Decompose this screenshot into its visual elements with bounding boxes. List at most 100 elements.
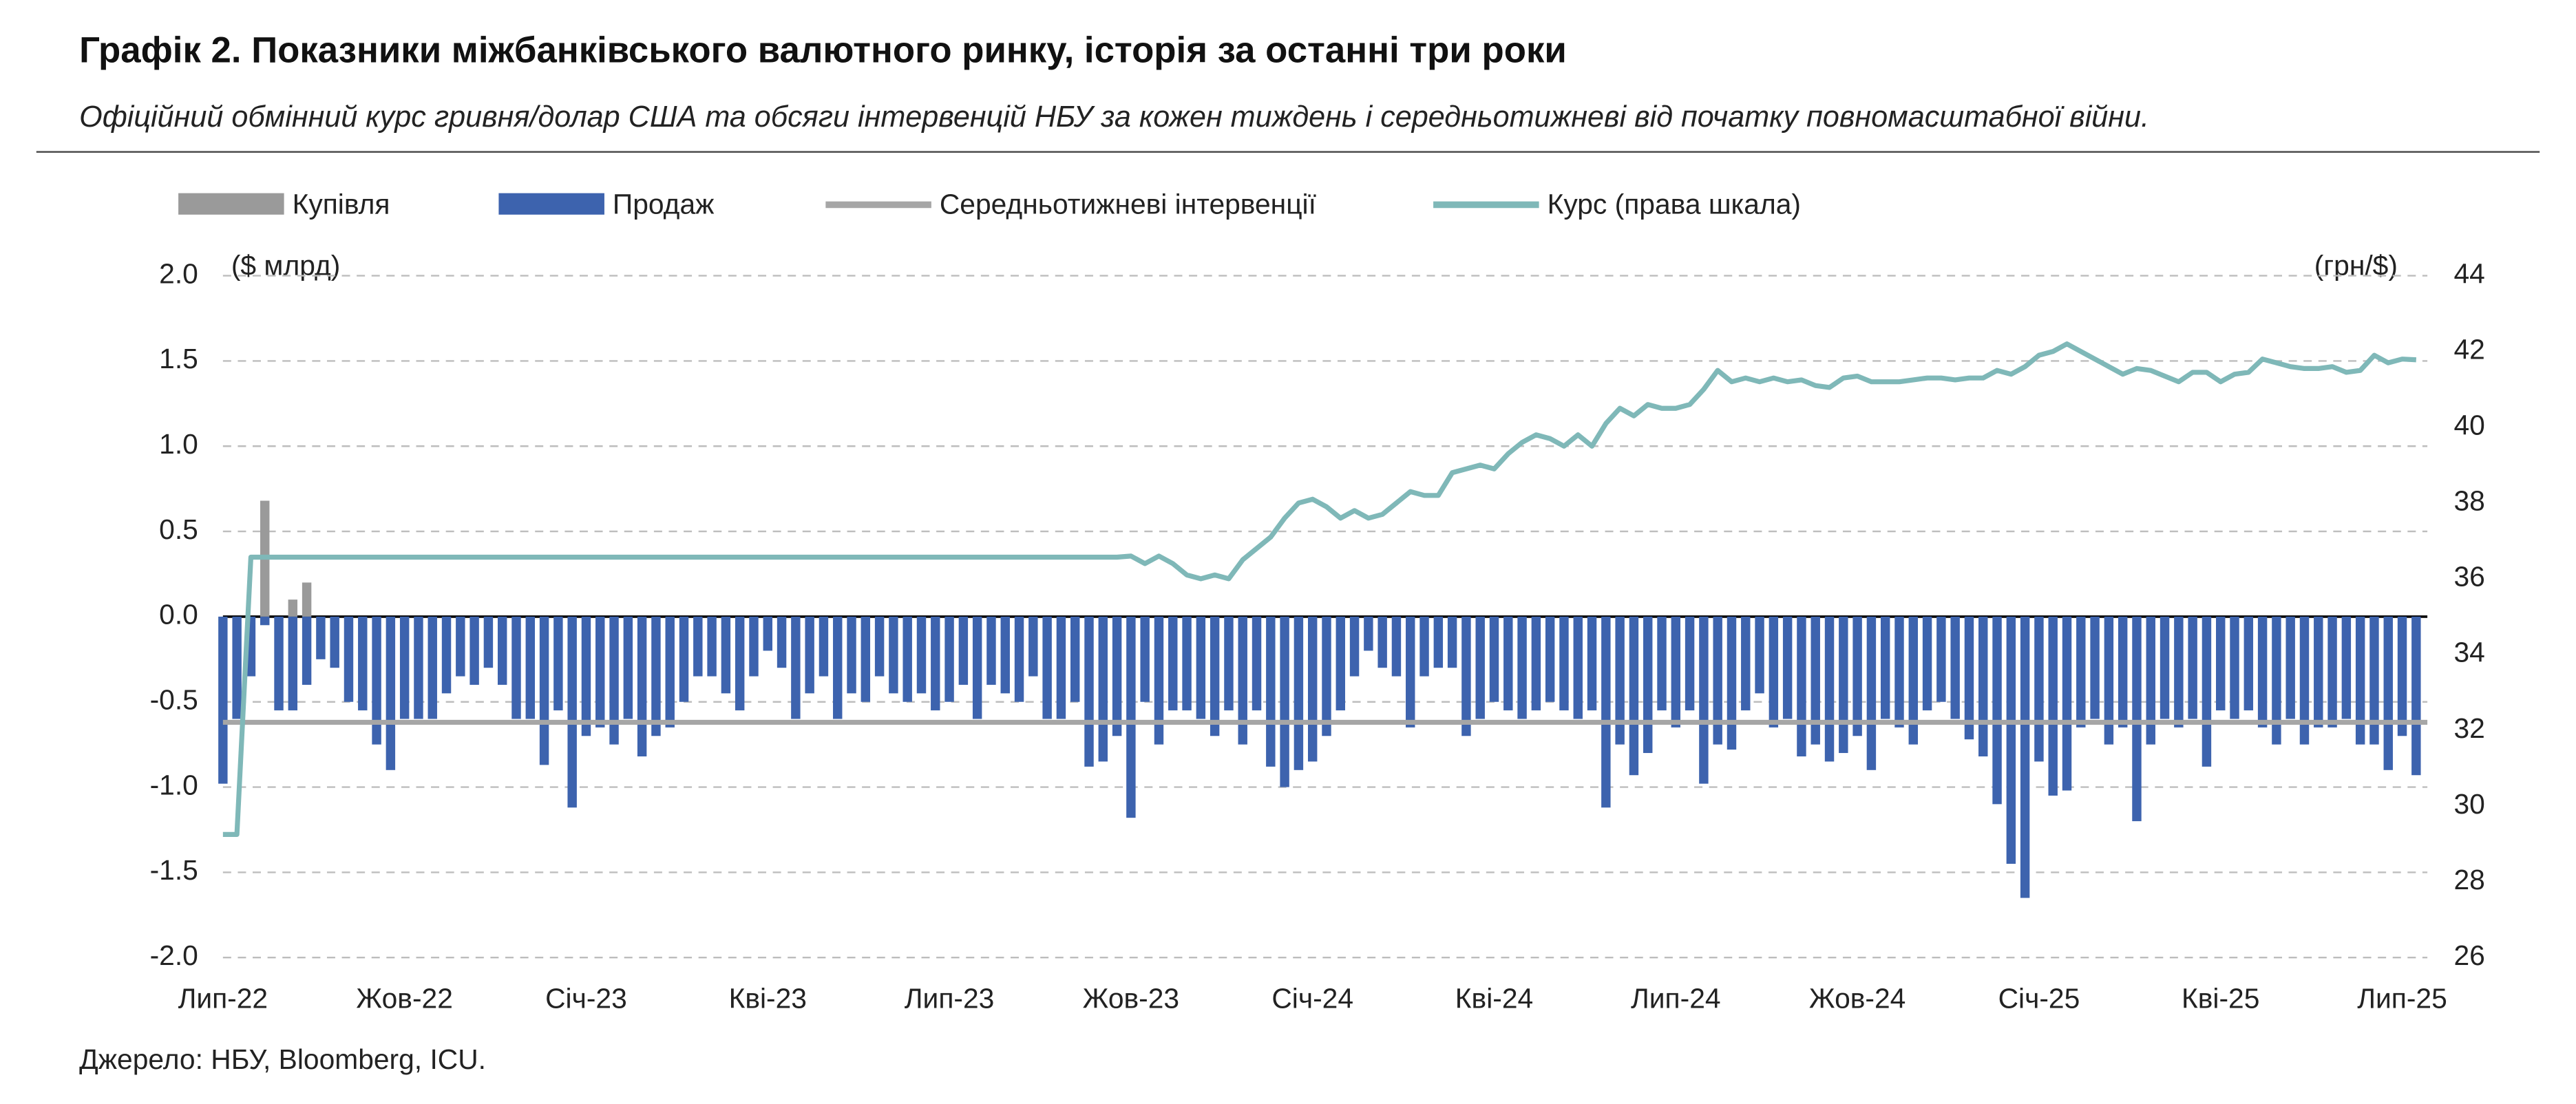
y2-tick-label: 34 [2453,637,2484,668]
bar [539,616,549,765]
x-tick-label: Січ-23 [545,982,627,1014]
chart-subtitle: Офіційний обмінний курс гривня/долар США… [79,100,2149,134]
y2-tick-label: 26 [2453,940,2484,971]
bar [2383,616,2393,770]
y-tick-label: 2.0 [159,257,198,289]
bar [1406,616,1415,728]
bar [2132,616,2142,822]
bar [1070,616,1080,702]
bar [497,616,507,685]
rate-line [222,341,2417,837]
bar [483,616,494,668]
bar [525,616,536,719]
bar [1335,616,1345,711]
bar [958,616,969,685]
bar [1238,616,1247,745]
bar [1713,616,1722,745]
bar [2202,616,2212,767]
legend-label: Середньотижневі інтервенції [940,189,1316,220]
bar [1755,616,1764,694]
bar [1908,616,1919,745]
bar [1978,616,1988,756]
bar [1154,616,1164,745]
bar [1559,616,1569,711]
bar [399,616,410,719]
bar [2048,616,2058,796]
bar [1839,616,1848,754]
bar [944,616,954,702]
bar [1880,616,1890,719]
bar [2076,616,2086,728]
bar [2341,616,2352,719]
source-note: Джерело: НБУ, Bloomberg, ICU. [79,1043,486,1075]
y-tick-label: -2.0 [150,940,198,971]
x-tick-label: Кві-24 [1455,982,1533,1014]
bar [1741,616,1751,711]
bar [274,616,284,711]
bar [749,616,759,677]
bar [1419,616,1429,677]
bar [763,616,772,651]
bar [1084,616,1094,767]
bar [637,616,647,756]
bar [1615,616,1625,745]
y2-tick-label: 32 [2453,712,2484,744]
bar [1168,616,1178,711]
bar [1294,616,1304,770]
bar [427,616,437,719]
bar [819,616,829,677]
x-tick-label: Жов-23 [1083,982,1179,1014]
bar [2369,616,2379,745]
bar [2216,616,2226,711]
bar [1224,616,1234,711]
bar [581,616,591,736]
bar [1824,616,1835,762]
bar [1531,616,1541,711]
bar [1210,616,1220,736]
legend-swatch [178,193,284,215]
bar [1252,616,1262,711]
bar [735,616,745,711]
bar [1196,616,1206,719]
bar [2230,616,2239,719]
bar [1391,616,1402,677]
legend-label: Продаж [613,189,715,220]
bar [721,616,731,694]
bar [1517,616,1527,719]
bar [441,616,452,694]
bar [1643,616,1653,754]
bar [889,616,898,694]
bar [302,616,312,685]
bar [777,616,787,668]
bar [1433,616,1444,668]
bar [1447,616,1457,668]
bar [511,616,521,719]
bar [302,582,312,617]
bar [2006,616,2016,864]
bar [469,616,479,685]
x-tick-label: Кві-23 [729,982,807,1014]
y-tick-label: 0.5 [159,513,198,545]
bar [2272,616,2281,745]
bar [1727,616,1737,750]
x-tick-label: Лип-22 [178,982,268,1014]
bar [986,616,996,685]
y-tick-label: 0.0 [159,599,198,630]
bar [693,616,703,677]
bar [553,616,563,711]
bar [2314,616,2323,728]
y2-tick-label: 30 [2453,788,2484,820]
bar [1056,616,1066,719]
bar [2090,616,2100,719]
bar [595,616,605,728]
bar [1922,616,1932,711]
bar [874,616,885,677]
legend-label: Купівля [293,189,390,220]
bar [651,616,661,736]
bar [2285,616,2295,719]
bar [2160,616,2170,719]
x-tick-label: Лип-25 [2357,982,2447,1014]
x-tick-label: Жов-24 [1809,982,1905,1014]
bar [1461,616,1471,736]
